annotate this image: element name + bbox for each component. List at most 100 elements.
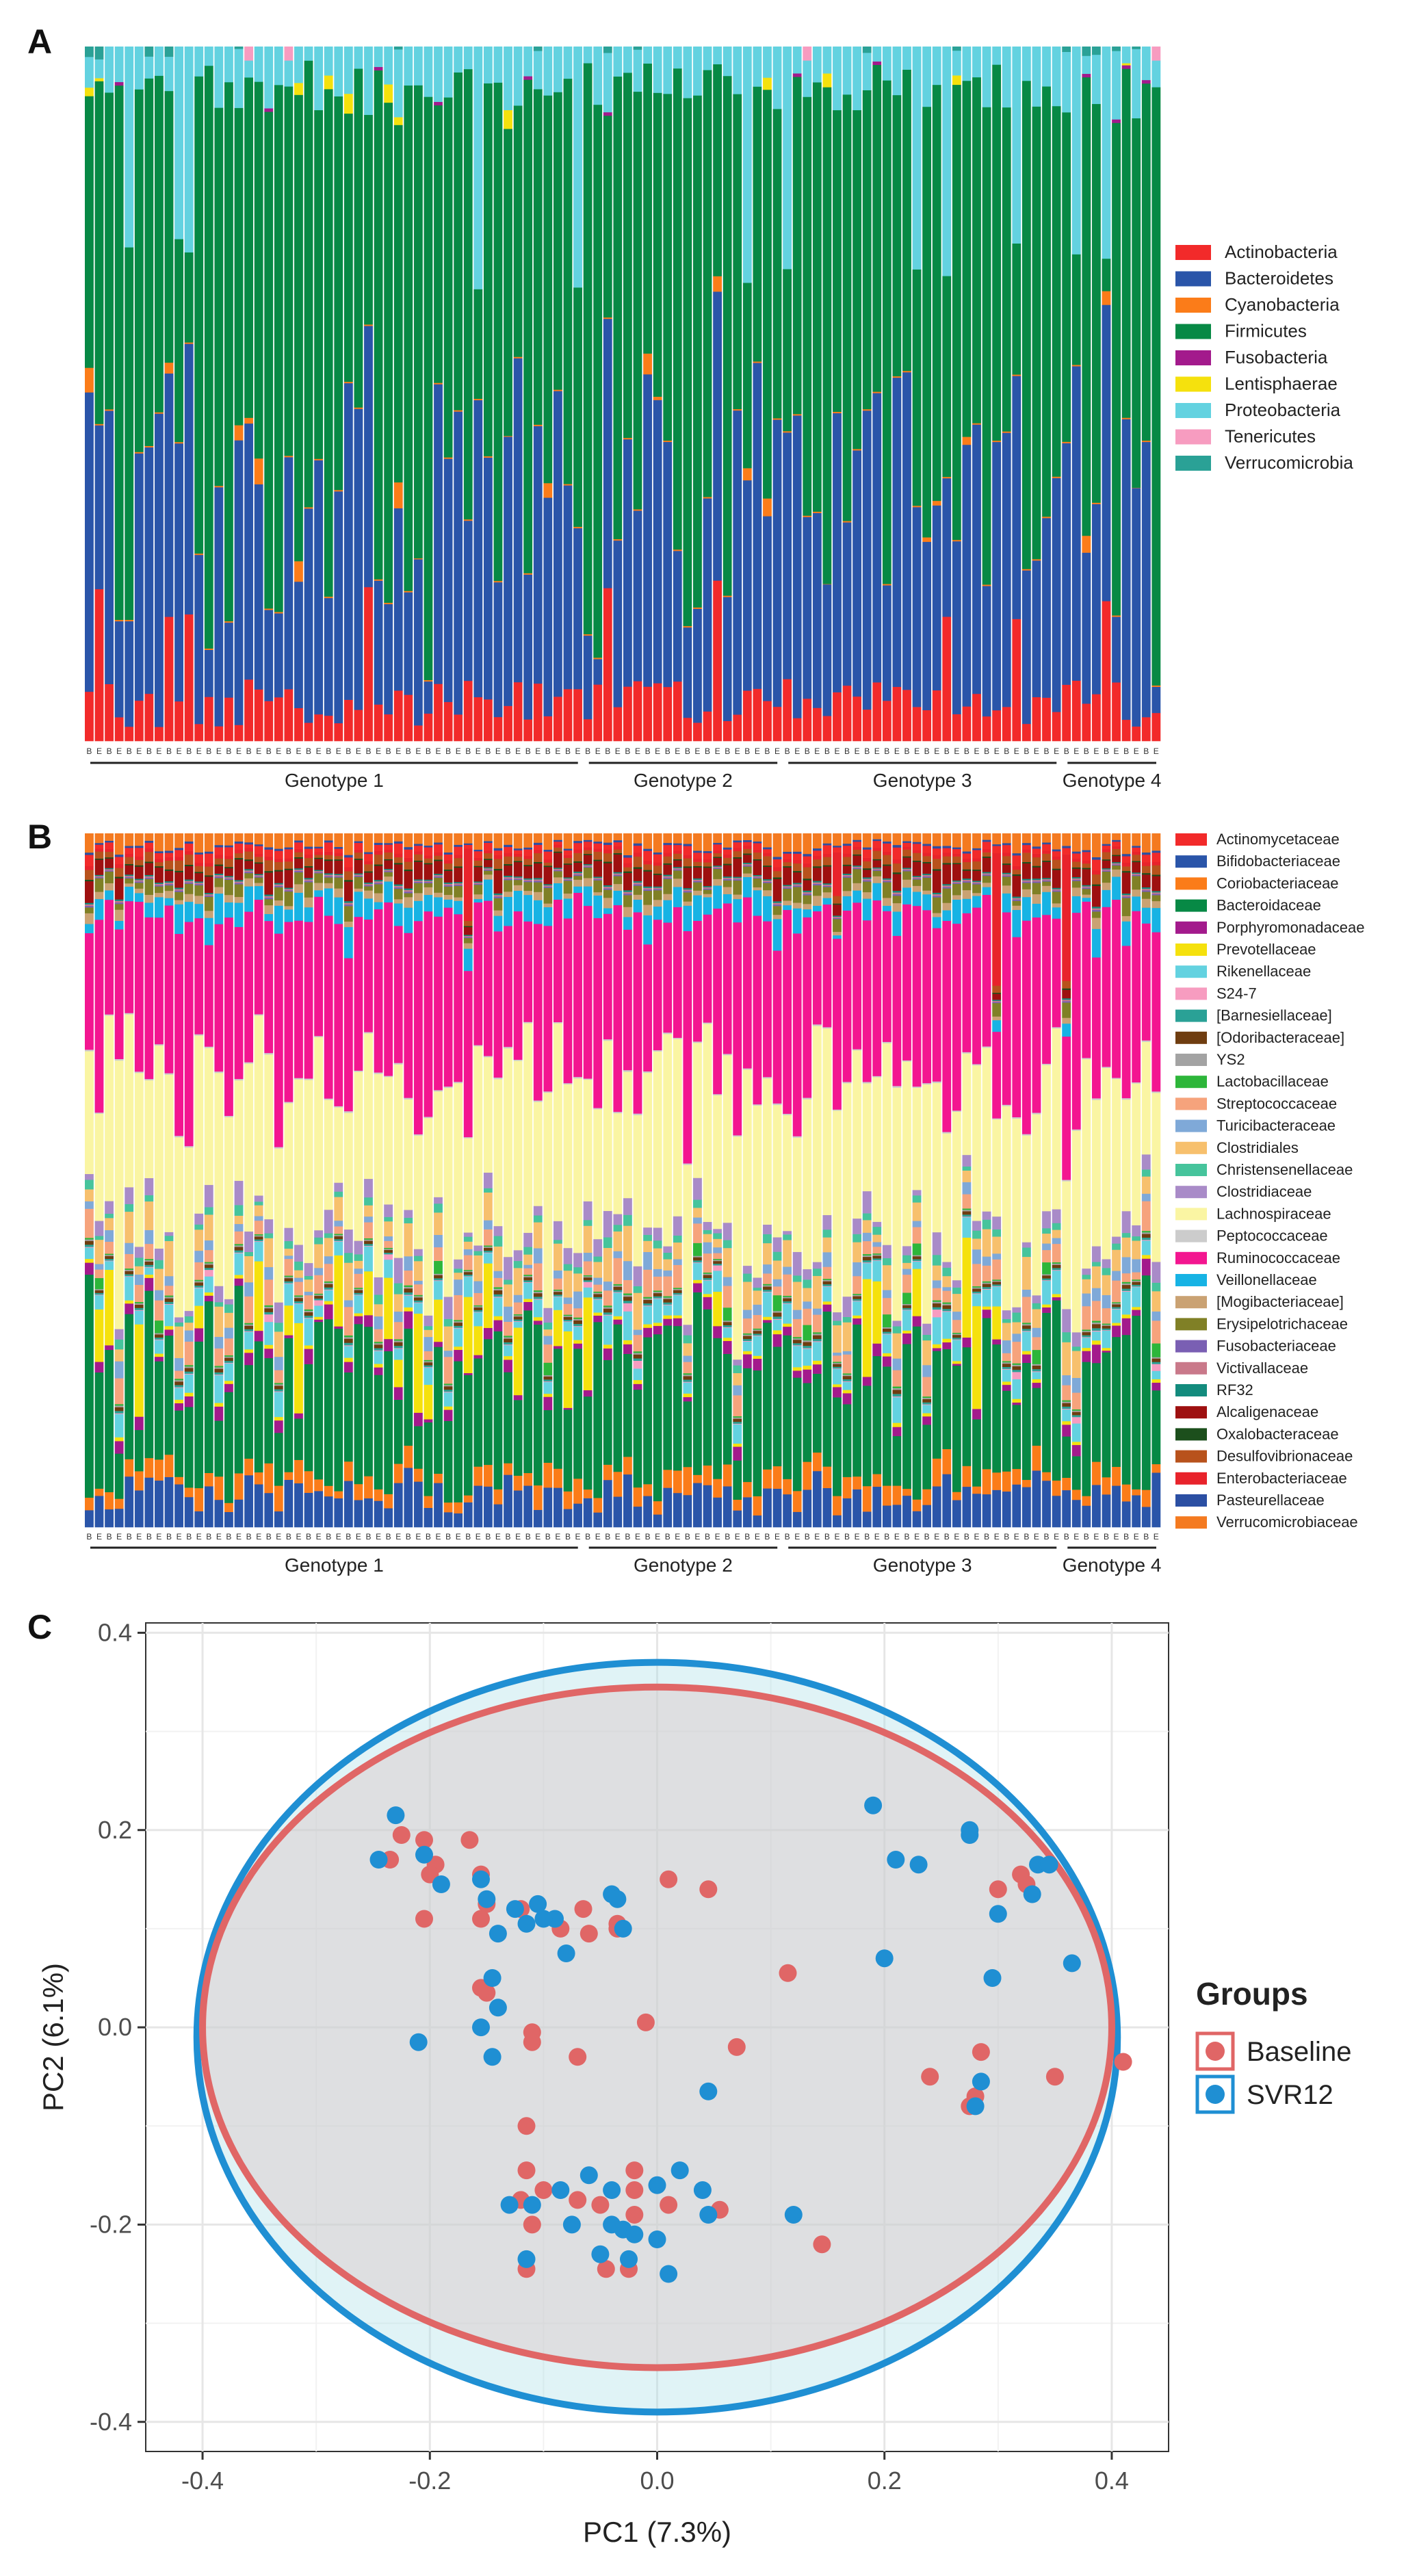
- bar-segment-bacteroidaceae: [902, 1344, 911, 1489]
- bar-segment-enterobacteriaceae: [1071, 858, 1081, 862]
- bar-segment-actinobacteria: [703, 711, 712, 742]
- bar-segment-rf32: [234, 880, 244, 882]
- bar-segment-barnesiellaceae: [593, 1297, 603, 1299]
- bar-segment-coriobacteriaceae: [434, 1473, 443, 1483]
- bar-segment-pasteurellaceae: [1082, 850, 1091, 853]
- legend-label: Clostridiales: [1216, 1139, 1299, 1156]
- bar-segment-ruminococcaceae: [703, 914, 712, 1023]
- bar-segment-bacteroidaceae: [753, 1370, 762, 1496]
- bar-segment-firmicutes: [962, 80, 972, 437]
- bar-segment-veillonellaceae: [523, 894, 533, 922]
- legend-label: Desulfovibrionaceae: [1216, 1448, 1353, 1465]
- bar-segment-prevotellaceae: [105, 1269, 114, 1346]
- bar-segment-lactobacillaceae: [1052, 1262, 1061, 1264]
- bar-segment-actinomycetaceae: [792, 853, 802, 861]
- sample-label: B: [286, 746, 291, 756]
- sample-label: B: [1104, 746, 1109, 756]
- bar-segment-erysipelotrichaceae: [713, 868, 722, 879]
- sample-label: E: [974, 1532, 979, 1541]
- bar-segment-odoribacteraceae: [1151, 1358, 1161, 1362]
- bar-segment-verrucomicrobiaceae: [364, 833, 373, 853]
- bar-segment-porphyromonadaceae: [783, 1326, 792, 1336]
- bar-segment-cyanobacteria: [742, 468, 752, 481]
- bar-segment-fusobacteriaceae: [812, 883, 822, 886]
- bar-segment-ruminococcaceae: [792, 933, 802, 1136]
- bar-segment-veillonellaceae: [792, 908, 802, 934]
- bar-segment-clostridiaceae: [583, 1201, 593, 1221]
- bar-segment-odoribacteraceae: [1042, 1275, 1051, 1279]
- bar-segment-bacteroidaceae: [643, 1337, 652, 1485]
- bar-segment-clostridiaceae: [294, 1245, 303, 1262]
- bar-segment-lactobacillaceae: [523, 1274, 533, 1277]
- bar-segment-prevotellaceae: [1062, 1420, 1071, 1425]
- bar-segment-desulfovibrionaceae: [114, 868, 124, 877]
- bar-segment-oxalobacteraceae: [603, 861, 612, 863]
- bar-segment-firmicutes: [1151, 87, 1161, 686]
- bar-segment-lachnospiraceae: [962, 1053, 972, 1156]
- bar-segment-proteobacteria: [733, 47, 742, 94]
- bar-segment-firmicutes: [413, 85, 423, 559]
- bar-segment-coriobacteriaceae: [882, 1485, 891, 1506]
- baseline-point: [415, 1910, 433, 1928]
- bar-segment-ys2: [144, 1260, 154, 1262]
- bar-segment-alcaligenaceae: [972, 870, 981, 881]
- bar-segment-clostridiales: [663, 1259, 673, 1271]
- sample-label: E: [994, 1532, 1000, 1541]
- bar-segment-ys2: [912, 1255, 922, 1257]
- bar-segment-mogibacteriaceae: [932, 913, 941, 918]
- bar-segment-clostridiaceae: [663, 1246, 673, 1253]
- bar-segment-bacteroidaceae: [114, 1453, 124, 1499]
- svr12-point: [387, 1806, 405, 1825]
- bar-segment-lentisphaerae: [763, 77, 772, 90]
- bar-segment-mogibacteriaceae: [663, 894, 673, 900]
- bar-segment-victivallaceae: [384, 870, 393, 872]
- sample-label: E: [395, 1532, 401, 1541]
- bar-segment-bacteroidaceae: [982, 1318, 991, 1470]
- legend-label: Firmicutes: [1225, 321, 1307, 341]
- bar-segment-lactobacillaceae: [643, 1297, 652, 1299]
- bar-segment-cyanobacteria: [982, 584, 991, 586]
- bar-segment-streptococcaceae: [952, 1319, 961, 1333]
- bar-segment-lachnospiraceae: [424, 1117, 433, 1316]
- bar-segment-proteobacteria: [763, 47, 772, 78]
- bar-segment-verrucomicrobiaceae: [523, 833, 533, 848]
- bar-segment-alcaligenaceae: [343, 881, 353, 902]
- baseline-ellipse: [199, 1683, 1115, 2371]
- sample-label: E: [994, 746, 1000, 756]
- bar-segment-bacteroidetes: [94, 425, 104, 590]
- sample-label: B: [326, 1532, 331, 1541]
- bar-segment-lachnospiraceae: [603, 1040, 612, 1211]
- bar-segment-streptococcaceae: [603, 1290, 612, 1306]
- bar-segment-lachnospiraceae: [334, 1107, 343, 1183]
- bar-segment-barnesiellaceae: [862, 1260, 872, 1263]
- bar-segment-lachnospiraceae: [1032, 1114, 1041, 1296]
- bar-segment-bacteroidetes: [463, 520, 473, 681]
- bar-segment-fusobacteriaceae: [972, 883, 981, 885]
- bar-segment-pasteurellaceae: [962, 851, 972, 854]
- bar-segment-mogibacteriaceae: [155, 892, 164, 898]
- bar-segment-peptococcaceae: [703, 1022, 712, 1024]
- bar-segment-ys2: [244, 1324, 254, 1326]
- bar-segment-verrucomicrobiaceae: [1141, 833, 1151, 853]
- bar-segment-erysipelotrichaceae: [304, 882, 313, 898]
- bar-segment-cyanobacteria: [454, 410, 463, 412]
- bar-segment-erysipelotrichaceae: [424, 883, 433, 887]
- bar-segment-oxalobacteraceae: [413, 860, 423, 862]
- bar-segment-prevotellaceae: [324, 1301, 333, 1305]
- bar-segment-erysipelotrichaceae: [134, 883, 144, 889]
- bar-segment-streptococcaceae: [533, 1263, 543, 1291]
- bar-segment-streptococcaceae: [204, 1249, 213, 1262]
- bar-segment-odoribacteraceae: [1082, 1331, 1091, 1336]
- bar-segment-odoribacteraceae: [722, 1321, 732, 1326]
- bar-segment-verrucomicrobiaceae: [125, 833, 134, 846]
- bar-segment-peptococcaceae: [583, 1078, 593, 1080]
- bar-segment-enterobacteriaceae: [1042, 850, 1051, 854]
- legend-swatch: [1175, 1340, 1207, 1353]
- bar-segment-turicibacteraceae: [105, 1230, 114, 1242]
- bar-segment-odoribacteraceae: [553, 1291, 562, 1295]
- bar-segment-odoribacteraceae: [733, 1418, 742, 1422]
- bar-segment-ruminococcaceae: [144, 917, 154, 1080]
- bar-segment-turicibacteraceae: [294, 1277, 303, 1282]
- bar-segment-rikenellaceae: [1012, 1379, 1021, 1399]
- bar-segment-bacteroidetes: [125, 621, 134, 727]
